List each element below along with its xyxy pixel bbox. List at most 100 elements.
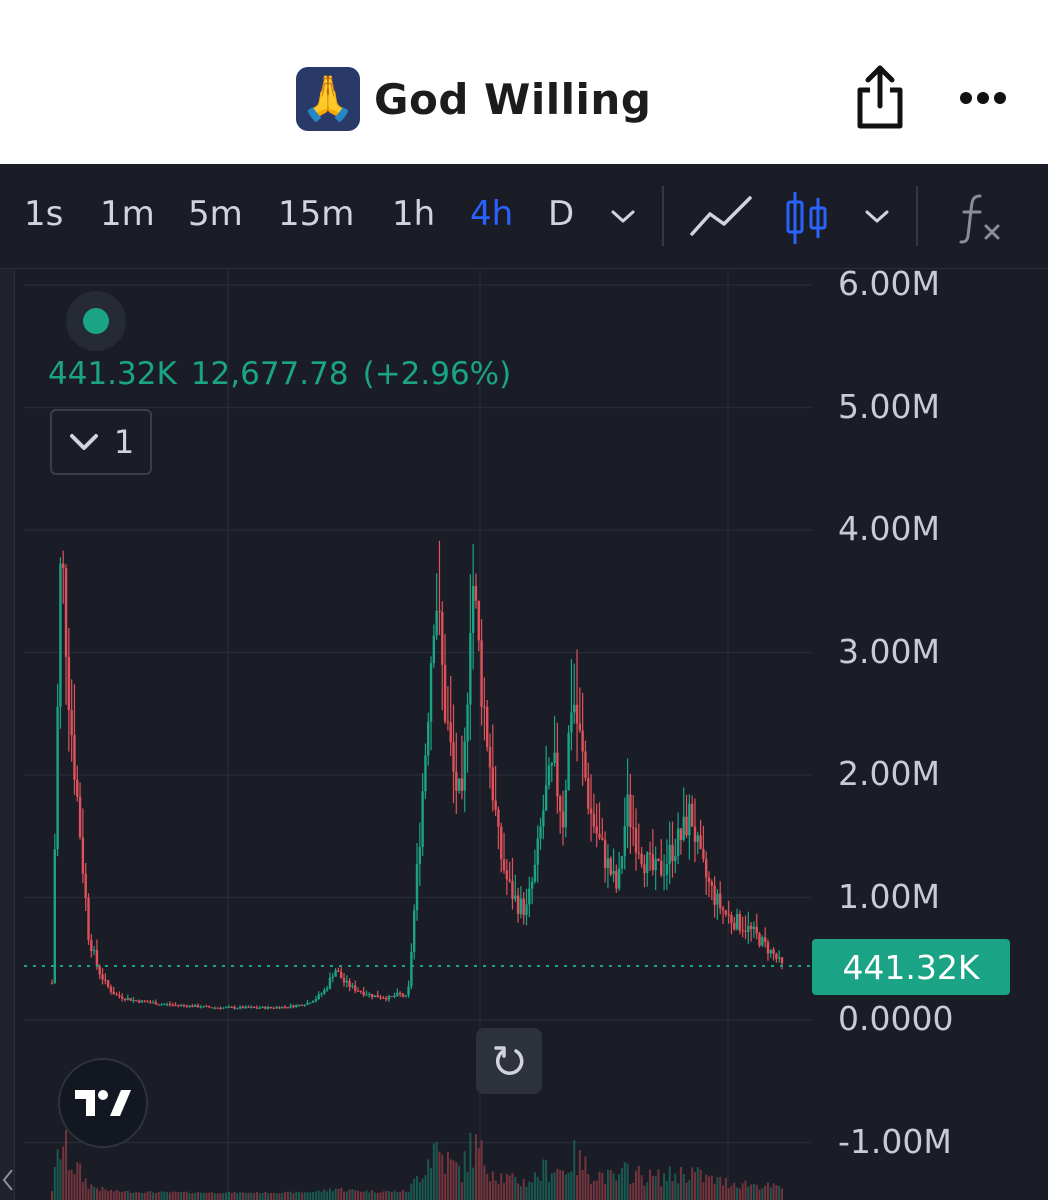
more-options-button[interactable] [956,82,1012,114]
candle-body [345,980,349,983]
volume-bar [503,1183,506,1200]
timeframe-1m[interactable]: 1m [100,194,155,234]
share-button[interactable] [852,64,908,132]
volume-bar [312,1191,315,1200]
volume-bar [168,1192,171,1200]
chart-plot[interactable] [0,269,1048,1200]
candle-body [160,1004,163,1006]
timeframe-5m[interactable]: 5m [188,194,243,234]
volume-bar [730,1185,733,1200]
candle-body [758,933,761,946]
volume-bar [250,1192,253,1200]
volume-bar [368,1192,371,1200]
volume-bar [514,1176,517,1200]
volume-bar [87,1188,90,1200]
timeframe-4h[interactable]: 4h [470,194,514,234]
toolbar-divider [662,186,664,246]
candle-body [241,1006,245,1009]
timeframe-1s[interactable]: 1s [24,194,64,234]
indicators-button[interactable] [958,192,1006,248]
y-tick-label: 1.00M [838,876,940,916]
volume-bar [306,1192,309,1200]
candle-body [561,811,565,828]
line-chart-button[interactable] [688,194,754,242]
candle-body [266,1007,270,1009]
candle-body [528,888,531,905]
candle-body [199,1007,203,1009]
volume-bar [98,1190,101,1200]
volume-bar [682,1173,685,1200]
volume-bar [486,1173,489,1200]
volume-bar [618,1173,621,1200]
candle-body [230,1006,233,1008]
timeframe-1h[interactable]: 1h [392,194,436,234]
candle-body [286,1006,290,1008]
candle-body [463,741,466,791]
candle-body [617,868,621,889]
volume-bar [126,1190,129,1200]
candle-body [165,1003,169,1005]
volume-bar [320,1191,323,1200]
volume-bar [601,1172,604,1200]
volume-bar [615,1180,618,1200]
volume-bar [101,1186,104,1200]
candle-body [427,721,430,756]
candle-body [488,746,492,768]
candle-body [491,767,495,801]
volume-bar [489,1181,491,1200]
volume-bar [331,1191,334,1200]
candle-body [581,730,584,752]
candle-body [137,1000,141,1003]
candlestick-button[interactable] [784,190,830,250]
candle-body [749,925,753,930]
volume-bar [438,1151,441,1200]
volume-bar [233,1191,236,1200]
candle-body [589,808,593,814]
volume-bar [559,1170,562,1200]
token-title: 🙏 God Willing [296,66,651,132]
candle-body [578,723,582,731]
volume-bar [387,1191,390,1200]
chart-left-scroll-edge[interactable] [0,269,15,1200]
indicators-fx-icon [959,194,1000,244]
timeframe-d[interactable]: D [548,194,575,234]
candle-body [236,1008,239,1010]
scroll-left-icon[interactable] [2,1169,13,1191]
candle-body [135,1000,138,1002]
candle-body [721,908,725,911]
volume-bar [213,1193,216,1200]
legend-collapse-button[interactable]: 1 [50,409,152,475]
candle-body [474,585,478,601]
tradingview-logo[interactable] [58,1058,148,1148]
candle-body [643,864,646,874]
volume-bar [724,1178,727,1200]
volume-bar [326,1191,329,1200]
candle-body [320,993,323,995]
timeframe-15m[interactable]: 15m [278,194,355,234]
candle-body [73,734,76,780]
volume-bar [317,1190,320,1200]
timeframe-dropdown[interactable] [608,204,638,232]
candle-body [390,996,393,998]
chart-type-dropdown[interactable] [862,204,892,232]
candle-body [603,839,607,869]
candle-body [410,951,413,987]
volume-bar [188,1193,191,1200]
reset-chart-button[interactable] [476,1028,542,1094]
candle-body [688,803,691,836]
candle-body [81,837,85,874]
candle-body [193,1005,197,1007]
candle-body [626,794,629,827]
candle-body [354,985,357,991]
volume-bar [444,1173,447,1200]
candle-body [648,852,652,855]
candle-body [623,826,626,857]
volume-bar [278,1193,281,1200]
volume-bar [491,1171,494,1200]
chevron-down-icon [611,210,635,223]
candle-body [601,837,604,840]
candle-body [477,600,480,641]
candle-body [328,977,332,989]
series-status-indicator[interactable] [66,291,126,351]
volume-bar [76,1162,79,1200]
